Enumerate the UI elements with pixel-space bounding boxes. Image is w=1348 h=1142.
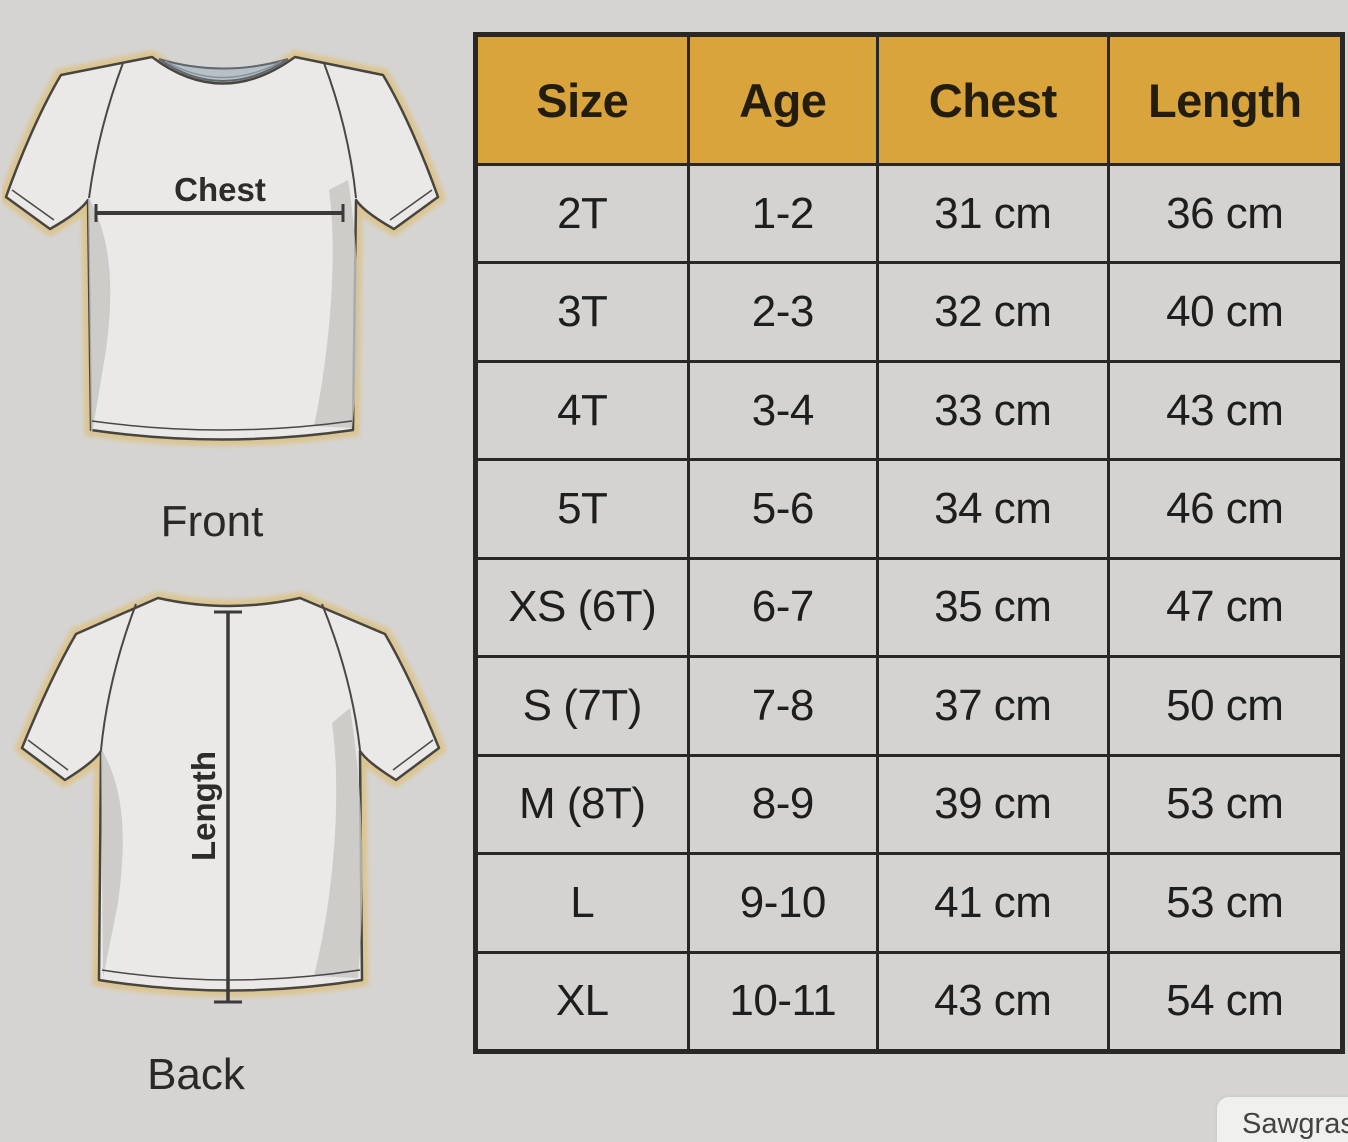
cell-age: 3-4 bbox=[689, 362, 877, 459]
cell-age: 1-2 bbox=[689, 166, 877, 262]
cell-chest: 34 cm bbox=[879, 461, 1107, 557]
cell-size: L bbox=[478, 855, 687, 951]
cell-length: 46 cm bbox=[1109, 461, 1340, 557]
col-header-chest: Chest bbox=[879, 37, 1107, 163]
back-hem-seam bbox=[101, 969, 361, 981]
back-cuff-seam-left bbox=[27, 739, 69, 771]
back-shirt-diagram: Length bbox=[14, 591, 447, 1004]
cell-chest: 33 cm bbox=[879, 362, 1107, 459]
front-hem-seam bbox=[91, 420, 353, 431]
back-armhole-seam-right bbox=[321, 603, 361, 751]
cell-chest: 39 cm bbox=[879, 756, 1107, 853]
front-shirt-body bbox=[4, 55, 440, 441]
front-shadow-right bbox=[314, 180, 359, 428]
cell-size: 5T bbox=[478, 461, 687, 557]
col-header-length: Length bbox=[1109, 37, 1340, 163]
cell-length: 53 cm bbox=[1109, 855, 1340, 951]
cell-size: M (8T) bbox=[478, 756, 687, 853]
col-header-size: Size bbox=[478, 37, 687, 163]
size-chart-table: Size Age Chest Length 2T 1-2 31 cm 36 cm… bbox=[473, 32, 1345, 1054]
cell-chest: 37 cm bbox=[879, 658, 1107, 754]
cell-size: XL bbox=[478, 953, 687, 1049]
back-shirt-body bbox=[20, 596, 441, 992]
cell-length: 40 cm bbox=[1109, 264, 1340, 360]
chest-label: Chest bbox=[174, 171, 266, 208]
front-armhole-seam-left bbox=[88, 62, 124, 199]
back-caption: Back bbox=[147, 1050, 245, 1099]
back-shadow-right bbox=[314, 708, 363, 978]
cell-size: 2T bbox=[478, 166, 687, 262]
front-armhole-seam-right bbox=[323, 62, 357, 199]
front-collar-fill bbox=[158, 58, 289, 82]
cell-length: 36 cm bbox=[1109, 166, 1340, 262]
cell-chest: 32 cm bbox=[879, 264, 1107, 360]
cell-size: 4T bbox=[478, 362, 687, 459]
front-shirt-diagram: Chest bbox=[2, 50, 446, 446]
cell-size: XS (6T) bbox=[478, 559, 687, 656]
cell-age: 7-8 bbox=[689, 658, 877, 754]
watermark-chip: Sawgras bbox=[1217, 1097, 1348, 1142]
col-header-age: Age bbox=[689, 37, 877, 163]
cell-length: 53 cm bbox=[1109, 756, 1340, 853]
cell-length: 54 cm bbox=[1109, 953, 1340, 1049]
cell-chest: 41 cm bbox=[879, 855, 1107, 951]
cell-size: 3T bbox=[478, 264, 687, 360]
cell-chest: 35 cm bbox=[879, 559, 1107, 656]
cell-size: S (7T) bbox=[478, 658, 687, 754]
length-label: Length bbox=[185, 751, 222, 861]
cell-age: 5-6 bbox=[689, 461, 877, 557]
cell-chest: 43 cm bbox=[879, 953, 1107, 1049]
back-armhole-seam-left bbox=[100, 603, 137, 751]
back-cuff-seam-right bbox=[392, 739, 434, 771]
front-collar-rib-line bbox=[164, 60, 283, 79]
cell-length: 47 cm bbox=[1109, 559, 1340, 656]
cell-age: 8-9 bbox=[689, 756, 877, 853]
cell-age: 2-3 bbox=[689, 264, 877, 360]
cell-chest: 31 cm bbox=[879, 166, 1107, 262]
front-cuff-seam-left bbox=[11, 189, 55, 221]
front-shadow-left bbox=[88, 198, 111, 440]
cell-age: 10-11 bbox=[689, 953, 877, 1049]
cell-age: 9-10 bbox=[689, 855, 877, 951]
cell-length: 43 cm bbox=[1109, 362, 1340, 459]
front-caption: Front bbox=[160, 497, 264, 546]
cell-age: 6-7 bbox=[689, 559, 877, 656]
front-cuff-seam-right bbox=[389, 189, 433, 221]
back-shadow-left bbox=[101, 750, 123, 978]
cell-length: 50 cm bbox=[1109, 658, 1340, 754]
